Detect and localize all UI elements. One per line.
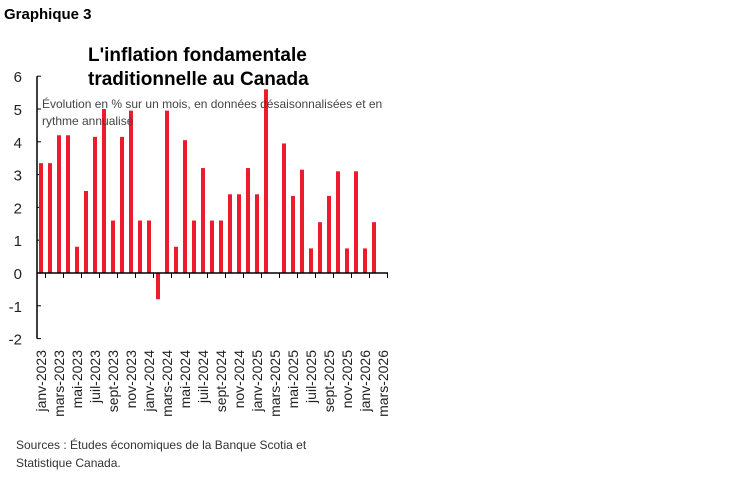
x-tick-label: juil-2024 bbox=[195, 350, 211, 404]
y-tick-label: 6 bbox=[14, 69, 22, 86]
y-tick-label: -1 bbox=[9, 299, 22, 316]
x-tick-label: mars-2025 bbox=[267, 350, 283, 417]
bar bbox=[309, 248, 313, 273]
x-tick-label: sept-2023 bbox=[105, 350, 121, 412]
bar bbox=[66, 135, 70, 273]
x-tick-label: mai-2023 bbox=[69, 350, 85, 409]
x-tick-label: janv-2025 bbox=[249, 350, 265, 413]
bar bbox=[120, 136, 124, 273]
bar bbox=[201, 168, 205, 273]
chart-title: L'inflation fondamentale traditionnelle … bbox=[88, 45, 309, 90]
chart-subtitle: Évolution en % sur un mois, en données d… bbox=[42, 97, 383, 128]
bar bbox=[156, 273, 160, 300]
bar bbox=[129, 110, 133, 273]
bar bbox=[363, 248, 367, 273]
x-tick-label: mars-2024 bbox=[159, 350, 175, 417]
bar bbox=[174, 246, 178, 273]
bar bbox=[237, 194, 241, 273]
y-tick-label: 1 bbox=[14, 233, 22, 250]
graph-label: Graphique 3 bbox=[4, 6, 92, 23]
bar bbox=[48, 163, 52, 273]
bar bbox=[300, 169, 304, 273]
bar bbox=[165, 110, 169, 273]
x-tick-label: sept-2024 bbox=[213, 350, 229, 412]
y-tick-label: 5 bbox=[14, 102, 22, 119]
bar bbox=[255, 194, 259, 273]
bar bbox=[246, 168, 250, 273]
bar bbox=[39, 163, 43, 273]
bar bbox=[75, 246, 79, 273]
bar bbox=[192, 220, 196, 273]
x-tick-label: nov-2023 bbox=[123, 350, 139, 409]
y-tick-label: 4 bbox=[14, 135, 22, 152]
x-tick-label: mars-2023 bbox=[51, 350, 67, 417]
bar bbox=[264, 89, 268, 273]
x-tick-label: janv-2024 bbox=[141, 350, 157, 413]
bar bbox=[345, 248, 349, 273]
bar bbox=[210, 220, 214, 273]
x-tick-label: janv-2026 bbox=[357, 350, 373, 413]
bar bbox=[372, 222, 376, 273]
bar bbox=[57, 135, 61, 273]
x-tick-label: nov-2024 bbox=[231, 350, 247, 409]
bar bbox=[138, 220, 142, 273]
bar bbox=[93, 136, 97, 273]
bar bbox=[84, 191, 88, 273]
x-tick-label: juil-2025 bbox=[303, 350, 319, 404]
x-tick-label: mars-2026 bbox=[375, 350, 391, 417]
bar bbox=[282, 143, 286, 273]
bar bbox=[327, 195, 331, 273]
bar bbox=[336, 171, 340, 273]
x-tick-label: sept-2025 bbox=[321, 350, 337, 412]
bar bbox=[147, 220, 151, 273]
bar bbox=[111, 220, 115, 273]
x-tick-label: mai-2025 bbox=[285, 350, 301, 409]
x-tick-label: nov-2025 bbox=[339, 350, 355, 409]
y-tick-label: -2 bbox=[9, 332, 22, 349]
bar bbox=[354, 171, 358, 273]
bar bbox=[228, 194, 232, 273]
x-tick-label: juil-2023 bbox=[87, 350, 103, 404]
bar bbox=[291, 195, 295, 273]
source-note: Sources : Études économiques de la Banqu… bbox=[16, 438, 307, 470]
y-tick-label: 0 bbox=[14, 266, 22, 283]
bar bbox=[183, 140, 187, 273]
x-tick-label: janv-2023 bbox=[33, 350, 49, 413]
bar bbox=[102, 109, 106, 273]
y-tick-label: 3 bbox=[14, 168, 22, 185]
y-tick-label: 2 bbox=[14, 200, 22, 217]
bar bbox=[318, 222, 322, 273]
x-tick-label: mai-2024 bbox=[177, 350, 193, 409]
bar bbox=[219, 220, 223, 273]
